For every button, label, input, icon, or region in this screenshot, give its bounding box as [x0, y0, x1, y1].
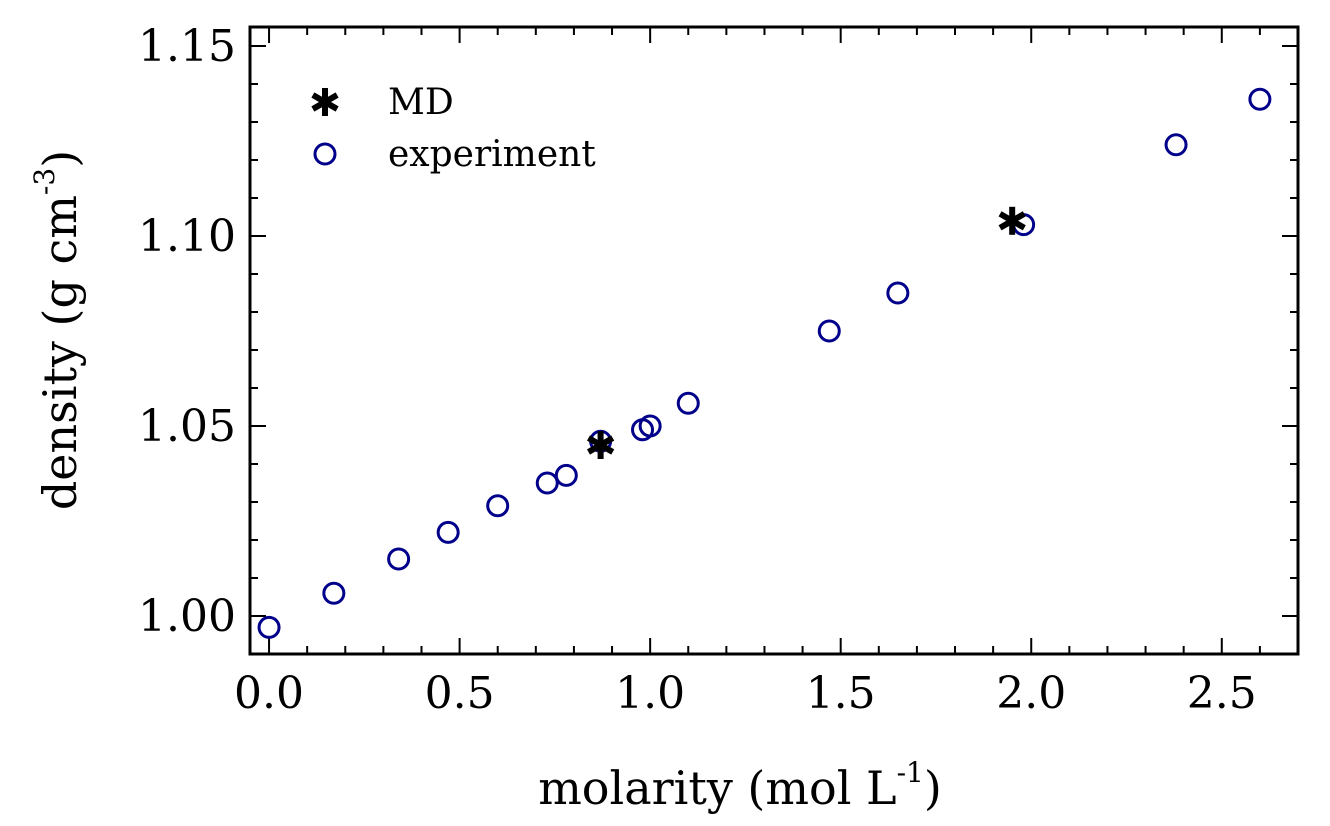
experiment-point — [387, 547, 411, 571]
x-tick-label: 0.5 — [425, 668, 495, 719]
experiment-point — [638, 414, 662, 438]
experiment-point — [676, 391, 700, 415]
legend-circle-marker — [313, 142, 337, 166]
y-axis-title-main: density (g cm — [33, 195, 87, 510]
experiment-point — [886, 281, 910, 305]
legend: MD experiment — [311, 82, 596, 175]
x-axis-title-tail: ) — [924, 761, 942, 815]
x-tick-label: 2.0 — [996, 668, 1066, 719]
legend-label: MD — [388, 82, 454, 123]
x-axis-title: molarity (mol L-1) — [538, 756, 942, 815]
experiment-point — [257, 615, 281, 639]
x-axis-title-sup: -1 — [897, 756, 924, 789]
experiment-point — [1248, 87, 1272, 111]
axis-ticks: 0.0 0.5 1.0 1.5 2.0 2.5 1.00 1.05 1.10 1.15 — [138, 21, 1298, 719]
y-axis-title-tail: ) — [33, 150, 87, 168]
experiment-point — [535, 471, 559, 495]
legend-label: experiment — [388, 134, 596, 175]
md-point — [586, 431, 615, 459]
x-tick-label: 2.5 — [1187, 668, 1257, 719]
y-tick-label: 1.05 — [138, 401, 236, 452]
legend-asterisk-marker — [311, 88, 339, 116]
data-points — [257, 87, 1272, 639]
experiment-point — [1164, 133, 1188, 157]
x-tick-label: 0.0 — [234, 668, 304, 719]
experiment-point — [817, 319, 841, 343]
md-point — [998, 206, 1026, 235]
experiment-point — [322, 581, 346, 605]
experiment-point — [554, 463, 578, 487]
experiment-point — [436, 520, 460, 544]
x-tick-label: 1.0 — [615, 668, 685, 719]
y-tick-label: 1.00 — [138, 591, 236, 642]
y-tick-label: 1.10 — [138, 211, 236, 262]
x-tick-label: 1.5 — [806, 668, 876, 719]
y-axis-title-sup: -3 — [28, 168, 61, 195]
x-axis-title-main: molarity (mol L — [538, 761, 896, 815]
experiment-point — [486, 494, 510, 518]
y-tick-label: 1.15 — [138, 21, 236, 72]
plot-frame — [248, 25, 1300, 656]
y-axis-title: density (g cm-3) — [28, 150, 87, 510]
